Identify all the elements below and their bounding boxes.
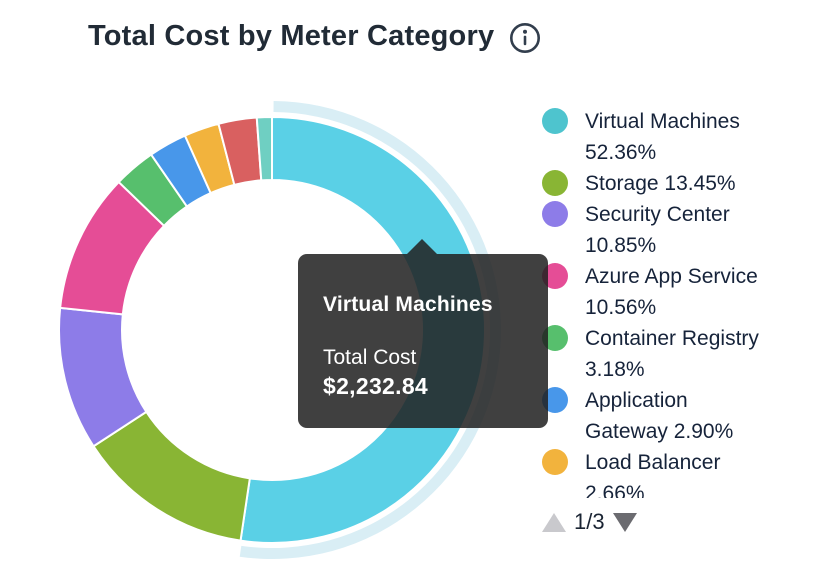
legend-marker-virtual-machines xyxy=(542,108,568,134)
legend-label-application-gateway: Application Gateway 2.90% xyxy=(585,385,733,447)
legend-text-line: 10.56% xyxy=(585,296,657,319)
legend-marker-storage xyxy=(542,170,568,196)
legend-label-security-center: Security Center 10.85% xyxy=(585,199,730,261)
page-title: Total Cost by Meter Category xyxy=(88,20,495,52)
legend-item-application-gateway[interactable]: Application Gateway 2.90% xyxy=(542,385,838,447)
page-up-icon[interactable] xyxy=(542,512,566,532)
legend-text-line: Load Balancer xyxy=(585,451,721,474)
legend-label-virtual-machines: Virtual Machines 52.36% xyxy=(585,106,740,168)
legend-label-load-balancer: Load Balancer 2.66% xyxy=(585,447,720,498)
legend-text-line: Container Registry xyxy=(585,327,759,350)
legend-marker-load-balancer xyxy=(542,449,568,475)
legend-label-azure-app-service: Azure App Service 10.56% xyxy=(585,261,758,323)
legend-item-virtual-machines[interactable]: Virtual Machines 52.36% xyxy=(542,106,838,168)
legend-item-azure-app-service[interactable]: Azure App Service 10.56% xyxy=(542,261,838,323)
legend-text-line: Security Center xyxy=(585,203,730,226)
legend-text-line: 10.85% xyxy=(585,234,657,257)
legend-item-container-registry[interactable]: Container Registry 3.18% xyxy=(542,323,838,385)
legend-text-line: Gateway 2.90% xyxy=(585,420,734,443)
legend-item-load-balancer[interactable]: Load Balancer 2.66% xyxy=(542,447,838,498)
legend-label-storage: Storage 13.45% xyxy=(585,168,736,199)
legend-text-line: 2.66% xyxy=(585,482,645,498)
legend-text-line: Application xyxy=(585,389,688,412)
legend-pagination: 1/3 xyxy=(542,509,637,535)
legend-marker-security-center xyxy=(542,201,568,227)
page-down-icon[interactable] xyxy=(612,512,637,532)
legend-label-container-registry: Container Registry 3.18% xyxy=(585,323,759,385)
legend-text-line: Azure App Service xyxy=(585,265,758,288)
tooltip-value: $2,232.84 xyxy=(323,373,429,399)
legend-text-line: Virtual Machines xyxy=(585,110,740,133)
legend-text-line: 52.36% xyxy=(585,141,657,164)
page-indicator: 1/3 xyxy=(574,509,605,534)
legend-text-line: 3.18% xyxy=(585,358,645,381)
legend-text-line: Storage 13.45% xyxy=(585,172,736,195)
donut-segment-unlabeled[interactable] xyxy=(255,115,273,182)
tooltip-label: Total Cost xyxy=(323,346,417,369)
chart-legend: Virtual Machines 52.36% Storage 13.45% Secu… xyxy=(542,106,838,498)
legend-item-security-center[interactable]: Security Center 10.85% xyxy=(542,199,838,261)
chart-tooltip: Virtual Machines Total Cost $2,232.84 xyxy=(298,239,548,428)
widget-header: Total Cost by Meter Category xyxy=(88,18,542,55)
info-icon[interactable] xyxy=(508,21,542,55)
tooltip-title: Virtual Machines xyxy=(323,293,493,316)
legend-item-storage[interactable]: Storage 13.45% xyxy=(542,168,838,199)
